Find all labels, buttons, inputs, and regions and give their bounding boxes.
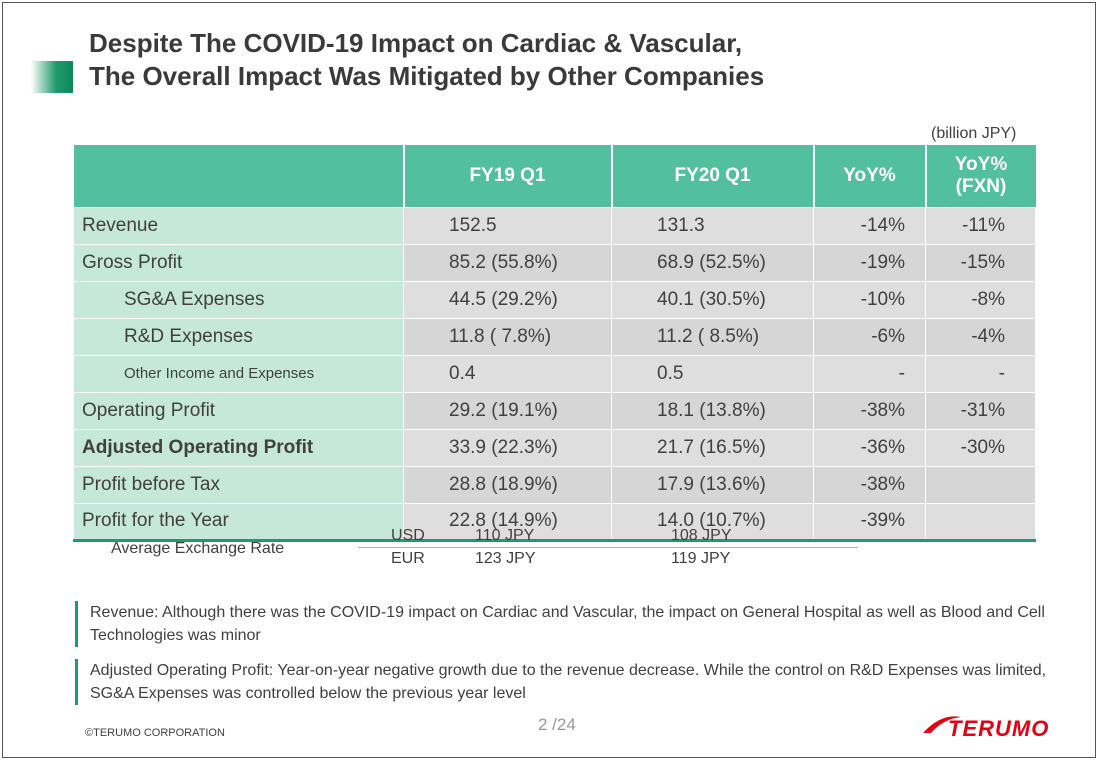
row-label: Profit for the Year bbox=[73, 502, 404, 542]
cell: -19% bbox=[813, 243, 926, 282]
cell: -14% bbox=[813, 206, 926, 245]
col-header: YoY% bbox=[812, 145, 926, 207]
page-number: 2 /24 bbox=[538, 715, 576, 734]
cell: 68.9 (52.5%) bbox=[611, 243, 814, 282]
logo: TERUMO bbox=[948, 716, 1050, 741]
exchange-cell: 119 JPY bbox=[671, 550, 731, 567]
copyright: ©TERUMO CORPORATION bbox=[85, 727, 225, 739]
cell: -38% bbox=[813, 465, 926, 504]
cell: 0.4 bbox=[403, 354, 612, 393]
cell: 14.0 (10.7%) bbox=[611, 502, 814, 542]
row: Profit before Tax 28.8 (18.9%) 17.9 (13.6%… bbox=[73, 465, 1036, 504]
row: Operating Profit 29.2 (19.1%) 18.1 (13.8%)… bbox=[73, 391, 1036, 430]
title-line: Despite The COVID-19 Impact on Cardiac &… bbox=[89, 28, 743, 58]
cell: 22.8 (14.9%) bbox=[403, 502, 612, 542]
note: Adjusted Operating Profit: Year-on-year … bbox=[75, 659, 1055, 705]
exchange-cell: 110 JPY bbox=[475, 527, 535, 544]
col-header: YoY% (FXN) bbox=[924, 145, 1036, 207]
table: FY19 Q1 FY20 Q1 YoY% YoY% (FXN) Revenue 1… bbox=[73, 145, 1036, 542]
accent-bar bbox=[31, 61, 73, 93]
row: Gross Profit 85.2 (55.8%) 68.9 (52.5%) -19%… bbox=[73, 243, 1036, 282]
cell: -30% bbox=[925, 428, 1036, 467]
row: SG&A Expenses 44.5 (29.2%) 40.1 (30.5%) -10… bbox=[73, 280, 1036, 319]
cell: -39% bbox=[813, 502, 926, 542]
exchange-cell: EUR bbox=[391, 550, 425, 567]
cell: -36% bbox=[813, 428, 926, 467]
col-header: FY19 Q1 bbox=[402, 145, 612, 207]
row-label: Revenue bbox=[73, 206, 404, 245]
row: R&D Expenses 11.8 ( 7.8%) 11.2 ( 8.5%) -6% -… bbox=[73, 317, 1036, 356]
exchange-cell: 123 JPY bbox=[475, 550, 536, 567]
cell bbox=[925, 465, 1036, 504]
cell: -38% bbox=[813, 391, 926, 430]
row-label: R&D Expenses bbox=[73, 317, 404, 356]
cell bbox=[925, 502, 1036, 542]
title-line: The Overall Impact Was Mitigated by Othe… bbox=[89, 61, 765, 91]
cell: - bbox=[813, 354, 926, 393]
row-label: Operating Profit bbox=[73, 391, 404, 430]
row: Profit for the Year 22.8 (14.9%) 14.0 (10.… bbox=[73, 502, 1036, 542]
row-label: Profit before Tax bbox=[73, 465, 404, 504]
row-label: Other Income and Expenses bbox=[73, 354, 404, 393]
exchange-cell: USD bbox=[391, 527, 425, 544]
row: Adjusted Operating Profit 33.9 (22.3%) 21.… bbox=[73, 428, 1036, 467]
cell: 11.8 ( 7.8%) bbox=[403, 317, 612, 356]
note: Revenue: Although there was the COVID-19… bbox=[75, 601, 1055, 647]
cell: -15% bbox=[925, 243, 1036, 282]
cell: -10% bbox=[813, 280, 926, 319]
col-header: FY20 Q1 bbox=[610, 145, 814, 207]
unit: (billion JPY) bbox=[931, 125, 1017, 142]
cell: -6% bbox=[813, 317, 926, 356]
row: Other Income and Expenses 0.4 0.5- - bbox=[73, 354, 1036, 393]
cell: 152.5 bbox=[403, 206, 612, 245]
divider bbox=[358, 547, 858, 548]
cell: 40.1 (30.5%) bbox=[611, 280, 814, 319]
row-label: Adjusted Operating Profit bbox=[73, 428, 404, 467]
cell: -11% bbox=[925, 206, 1036, 245]
cell: 33.9 (22.3%) bbox=[403, 428, 612, 467]
cell: 11.2 ( 8.5%) bbox=[611, 317, 814, 356]
cell: 28.8 (18.9%) bbox=[403, 465, 612, 504]
cell: 18.1 (13.8%) bbox=[611, 391, 814, 430]
cell: -4% bbox=[925, 317, 1036, 356]
cell: 44.5 (29.2%) bbox=[403, 280, 612, 319]
cell: 131.3 bbox=[611, 206, 814, 245]
exchange-label: Average Exchange Rate bbox=[111, 540, 285, 557]
row-label: SG&A Expenses bbox=[73, 280, 404, 319]
cell: -8% bbox=[925, 280, 1036, 319]
cell: 0.5 bbox=[611, 354, 814, 393]
cell: 21.7 (16.5%) bbox=[611, 428, 814, 467]
exchange-cell: 108 JPY bbox=[671, 527, 732, 544]
cell: 85.2 (55.8%) bbox=[403, 243, 612, 282]
row: Revenue 152.5 131.3 -14% -11% bbox=[73, 206, 1036, 245]
cell: - bbox=[925, 354, 1036, 393]
title: Despite The COVID-19 Impact on Cardiac &… bbox=[89, 27, 764, 93]
cell: -31% bbox=[925, 391, 1036, 430]
cell: 17.9 (13.6%) bbox=[611, 465, 814, 504]
row-label: Gross Profit bbox=[73, 243, 404, 282]
logo-swoosh bbox=[923, 716, 961, 733]
cell: 29.2 (19.1%) bbox=[403, 391, 612, 430]
